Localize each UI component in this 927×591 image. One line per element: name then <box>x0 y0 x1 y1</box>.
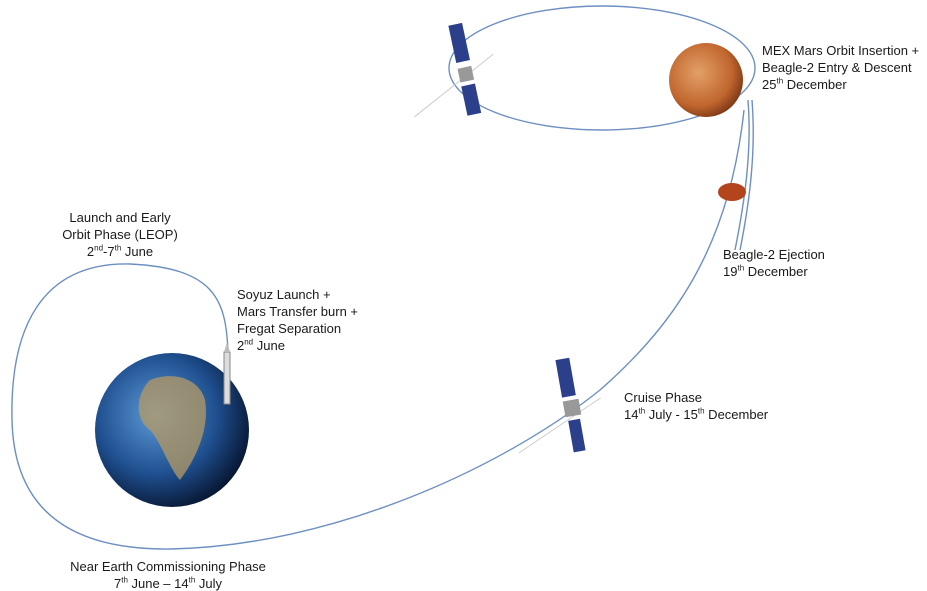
phase-label: Launch and Early Orbit Phase (LEOP)2nd-7t… <box>62 209 178 260</box>
label-line: Orbit Phase (LEOP) <box>62 226 178 243</box>
label-line: 14th July - 15th December <box>624 406 768 423</box>
superscript: nd <box>94 244 103 253</box>
label-line: 19th December <box>723 263 825 280</box>
rocket <box>224 342 230 404</box>
superscript: th <box>698 407 705 416</box>
superscript: nd <box>244 338 253 347</box>
label-line: Near Earth Commissioning Phase <box>70 558 266 575</box>
text: Orbit Phase (LEOP) <box>62 227 178 242</box>
text: MEX Mars Orbit Insertion + <box>762 43 919 58</box>
text: June <box>253 338 285 353</box>
label-line: Fregat Separation <box>237 320 358 337</box>
label-line: Launch and Early <box>62 209 178 226</box>
label-line: MEX Mars Orbit Insertion + <box>762 42 919 59</box>
text: Near Earth Commissioning Phase <box>70 559 266 574</box>
text: December <box>783 77 847 92</box>
text: July - 15 <box>645 407 698 422</box>
mars <box>669 43 743 117</box>
label-line: 2nd-7th June <box>62 243 178 260</box>
text: Beagle-2 Entry & Descent <box>762 60 912 75</box>
text: Mars Transfer burn + <box>237 304 358 319</box>
diagram: Launch and EarlyOrbit Phase (LEOP)2nd-7t… <box>0 0 927 591</box>
text: July <box>195 576 222 591</box>
label-line: Beagle-2 Entry & Descent <box>762 59 919 76</box>
label-line: 2nd June <box>237 337 358 354</box>
label-line: Beagle-2 Ejection <box>723 246 825 263</box>
beagle-2 <box>718 183 746 201</box>
text: Fregat Separation <box>237 321 341 336</box>
text: Launch and Early <box>69 210 170 225</box>
label-line: Soyuz Launch + <box>237 286 358 303</box>
label-line: 7th June – 14th July <box>70 575 266 591</box>
text: 25 <box>762 77 776 92</box>
text: Beagle-2 Ejection <box>723 247 825 262</box>
text: Soyuz Launch + <box>237 287 331 302</box>
text: Cruise Phase <box>624 390 702 405</box>
text: December <box>744 264 808 279</box>
text: June <box>121 244 153 259</box>
text: 2 <box>87 244 94 259</box>
label-line: Cruise Phase <box>624 389 768 406</box>
superscript: th <box>121 576 128 585</box>
phase-label: Soyuz Launch + Mars Transfer burn + Fregat… <box>237 286 358 354</box>
text: 19 <box>723 264 737 279</box>
text: 14 <box>624 407 638 422</box>
text: December <box>705 407 769 422</box>
text: -7 <box>103 244 115 259</box>
text: June – 14 <box>128 576 189 591</box>
label-line: 25th December <box>762 76 919 93</box>
satellite <box>504 354 609 462</box>
label-line: Mars Transfer burn + <box>237 303 358 320</box>
phase-label: MEX Mars Orbit Insertion + Beagle-2 Entry… <box>762 42 919 93</box>
